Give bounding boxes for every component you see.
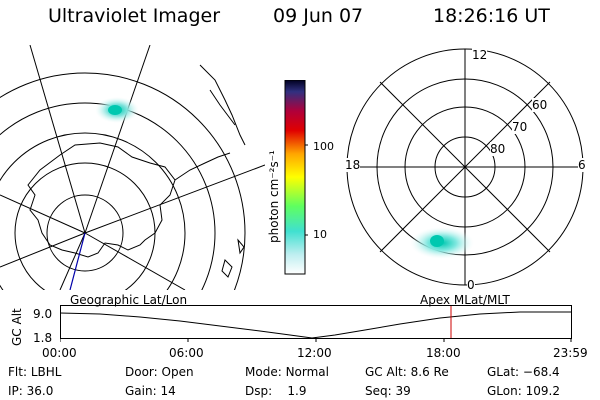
polar-mlt-plot[interactable] bbox=[340, 45, 590, 290]
geographic-map[interactable] bbox=[0, 45, 265, 290]
altitude-curve bbox=[60, 311, 571, 339]
timeline-right-title: Apex MLat/MLT bbox=[420, 293, 510, 307]
timeline-xtick-0000: 00:00 bbox=[42, 346, 77, 360]
timeline-y-label: GC Alt bbox=[10, 308, 24, 346]
mlt-label-6: 6 bbox=[578, 158, 586, 172]
timeline-xtick-0600: 06:00 bbox=[169, 346, 204, 360]
timeline-left-title: Geographic Lat/Lon bbox=[70, 293, 188, 307]
lat-label-70: 70 bbox=[512, 120, 528, 134]
colorbar-tick-10: 10 bbox=[313, 228, 327, 241]
info-gcalt: GC Alt: 8.6 Re bbox=[365, 365, 449, 379]
info-glat: GLat: −68.4 bbox=[487, 365, 560, 379]
colorbar-tick-100: 100 bbox=[313, 140, 334, 153]
colorbar bbox=[284, 80, 308, 275]
lat-label-80: 80 bbox=[490, 142, 506, 156]
timeline-xtick-1800: 18:00 bbox=[426, 346, 461, 360]
app-title: Ultraviolet Imager bbox=[48, 5, 221, 27]
timeline-xtick-2359: 23:59 bbox=[553, 346, 588, 360]
info-dsp: Dsp: 1.9 bbox=[245, 384, 307, 398]
lat-label-60: 60 bbox=[532, 98, 548, 112]
mlt-label-0: 0 bbox=[467, 278, 475, 292]
mlt-label-18: 18 bbox=[345, 158, 361, 172]
timeline-ytick-low: 1.8 bbox=[33, 331, 53, 345]
info-gain: Gain: 14 bbox=[125, 384, 176, 398]
info-seq: Seq: 39 bbox=[365, 384, 411, 398]
altitude-timeline[interactable] bbox=[60, 305, 572, 345]
time-label: 18:26:16 UT bbox=[433, 5, 550, 27]
colorbar-label: photon cm⁻²s⁻¹ bbox=[267, 150, 281, 243]
info-glon: GLon: 109.2 bbox=[487, 384, 560, 398]
info-ip: IP: 36.0 bbox=[8, 384, 54, 398]
info-mode: Mode: Normal bbox=[245, 365, 329, 379]
date-label: 09 Jun 07 bbox=[273, 5, 364, 27]
mlt-label-12: 12 bbox=[472, 48, 488, 62]
timeline-xtick-1200: 12:00 bbox=[297, 346, 332, 360]
info-door: Door: Open bbox=[125, 365, 194, 379]
timeline-ytick-high: 9.0 bbox=[33, 307, 53, 321]
info-filter: Flt: LBHL bbox=[8, 365, 62, 379]
satellite-track bbox=[69, 232, 86, 290]
